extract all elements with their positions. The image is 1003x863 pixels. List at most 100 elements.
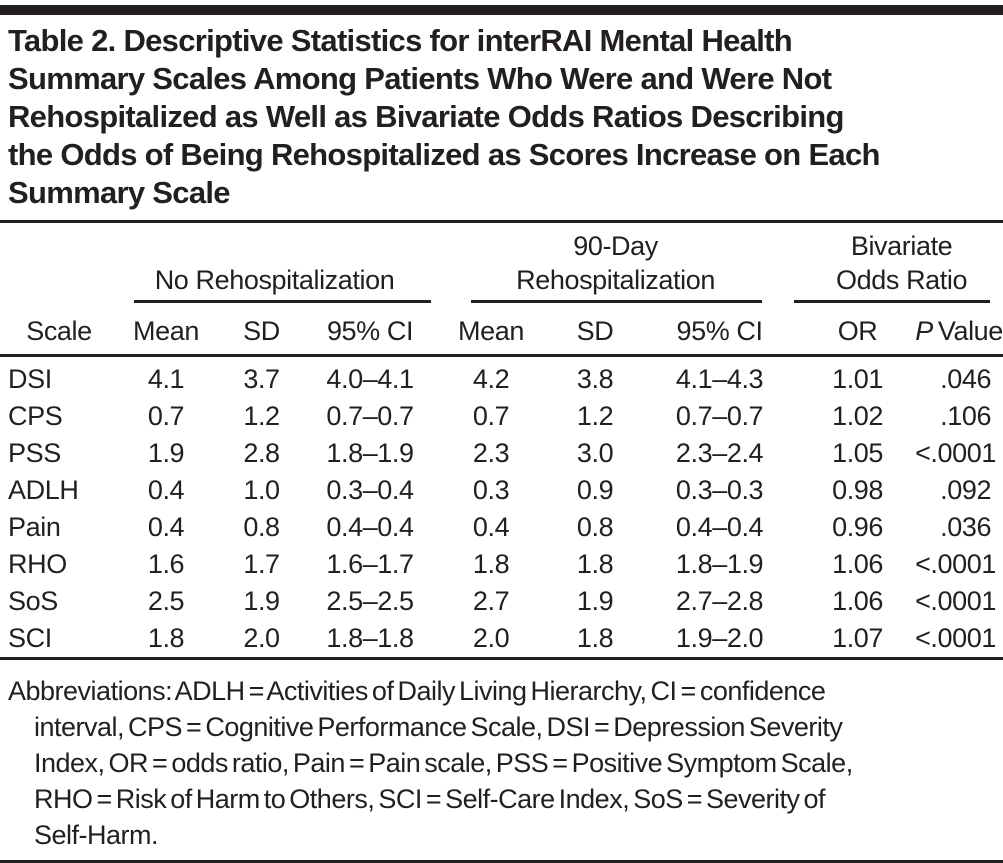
value-cell-rehosp_90day-mean: 2.0 — [472, 623, 510, 653]
scale-cell: CPS — [8, 401, 63, 431]
value-cell-no_rehosp-mean: 1.9 — [147, 438, 185, 468]
value-cell-rehosp_90day-ci: 0.4–0.4 — [675, 512, 764, 542]
value-cell-no_rehosp-sd: 1.7 — [243, 549, 280, 579]
value-cell-odds-p_value: <.0001 — [915, 586, 996, 616]
value-cell-odds-or: 1.07 — [832, 623, 884, 653]
value-cell-rehosp_90day-mean: 4.2 — [472, 364, 510, 394]
value-cell-rehosp_90day-ci: 2.7–2.8 — [675, 586, 764, 616]
column-header-scale: Scale — [0, 303, 118, 357]
value-cell-odds-or: 0.96 — [832, 512, 884, 542]
value-cell-rehosp_90day-mean: 0.7 — [472, 401, 510, 431]
column-header-or: OR — [800, 303, 916, 357]
value-cell-rehosp_90day-sd: 0.9 — [576, 475, 614, 505]
value-cell-no_rehosp-mean: 0.7 — [147, 401, 185, 431]
value-cell-no_rehosp-sd: 0.8 — [243, 512, 280, 542]
value-cell-no_rehosp-ci: 0.4–0.4 — [326, 512, 414, 542]
value-cell-no_rehosp-ci: 2.5–2.5 — [326, 586, 414, 616]
column-group-label: No Rehospitalization — [154, 265, 395, 295]
value-cell-rehosp_90day-sd: 3.0 — [576, 438, 614, 468]
table-row: SoS 2.5 1.9 2.5–2.5 2.7 1.9 2.7–2.8 1.06 <.0001 — [0, 583, 1003, 620]
stats-table: No Rehospitalization 90-Day Rehospitaliz… — [0, 223, 1003, 657]
table-row: Pain 0.4 0.8 0.4–0.4 0.4 0.8 0.4–0.4 0.96 .036 — [0, 509, 1003, 546]
footnote-line: Abbreviations: ADLH = Activities of Dail… — [8, 676, 826, 706]
table-row: DSI 4.1 3.7 4.0–4.1 4.2 3.8 4.1–4.3 1.01 .046 — [0, 356, 1003, 399]
scale-cell: ADLH — [8, 475, 79, 505]
scale-cell: RHO — [8, 549, 67, 579]
scale-cell: PSS — [8, 438, 61, 468]
column-header-row: Scale Mean SD 95% CI Mean SD 95% CI OR P… — [0, 303, 1003, 357]
value-cell-rehosp_90day-mean: 0.3 — [472, 475, 510, 505]
value-cell-no_rehosp-mean: 0.4 — [147, 475, 185, 505]
value-cell-rehosp_90day-sd: 1.8 — [576, 549, 614, 579]
value-cell-rehosp_90day-mean: 2.7 — [472, 586, 510, 616]
value-cell-odds-p_value: <.0001 — [915, 623, 996, 653]
value-cell-no_rehosp-mean: 1.6 — [147, 549, 185, 579]
value-cell-odds-p_value: .106 — [940, 401, 992, 431]
value-cell-odds-or: 1.02 — [832, 401, 884, 431]
footnote-line: Self-Harm. — [34, 820, 159, 850]
value-cell-odds-or: 1.06 — [832, 586, 884, 616]
table-body: DSI 4.1 3.7 4.0–4.1 4.2 3.8 4.1–4.3 1.01 .046 CPS… — [0, 356, 1003, 658]
value-cell-rehosp_90day-ci: 2.3–2.4 — [675, 438, 764, 468]
value-cell-no_rehosp-ci: 1.6–1.7 — [326, 549, 414, 579]
value-cell-rehosp_90day-mean: 2.3 — [472, 438, 510, 468]
title-bottom-rule — [0, 220, 1003, 223]
value-cell-odds-or: 1.05 — [832, 438, 884, 468]
value-cell-rehosp_90day-ci: 1.9–2.0 — [675, 623, 764, 653]
p-italic: P — [915, 316, 933, 346]
value-cell-no_rehosp-sd: 2.8 — [243, 438, 280, 468]
value-cell-no_rehosp-sd: 2.0 — [243, 623, 280, 653]
value-cell-odds-or: 0.98 — [832, 475, 884, 505]
value-cell-rehosp_90day-mean: 0.4 — [472, 512, 510, 542]
table-row: CPS 0.7 1.2 0.7–0.7 0.7 1.2 0.7–0.7 1.02 .106 — [0, 398, 1003, 435]
scale-cell: Pain — [8, 512, 61, 542]
column-group-row: No Rehospitalization 90-Day Rehospitaliz… — [0, 223, 1003, 303]
value-cell-odds-p_value: .046 — [940, 364, 992, 394]
value-cell-odds-p_value: .036 — [940, 512, 992, 542]
column-group-underline — [794, 300, 991, 303]
footnote-line: interval, CPS = Cognitive Performance Sc… — [34, 712, 843, 742]
table-row: RHO 1.6 1.7 1.6–1.7 1.8 1.8 1.8–1.9 1.06 <.0001 — [0, 546, 1003, 583]
value-cell-no_rehosp-ci: 1.8–1.9 — [326, 438, 414, 468]
value-cell-no_rehosp-mean: 0.4 — [147, 512, 185, 542]
value-cell-odds-p_value: .092 — [940, 475, 992, 505]
value-cell-no_rehosp-mean: 4.1 — [147, 364, 185, 394]
scale-cell: SoS — [8, 586, 58, 616]
column-header-ci-2: 95% CI — [639, 303, 801, 357]
column-header-sd-2: SD — [551, 303, 640, 357]
value-cell-no_rehosp-sd: 1.2 — [243, 401, 280, 431]
value-cell-rehosp_90day-sd: 1.9 — [576, 586, 614, 616]
column-header-mean-2: Mean — [431, 303, 552, 357]
value-cell-rehosp_90day-sd: 1.8 — [576, 623, 614, 653]
footnote-line: RHO = Risk of Harm to Others, SCI = Self… — [34, 784, 826, 814]
table-row: SCI 1.8 2.0 1.8–1.8 2.0 1.8 1.9–2.0 1.07 <.0001 — [0, 620, 1003, 657]
column-header-ci-1: 95% CI — [309, 303, 432, 357]
column-group-label: 90-Day Rehospitalization — [516, 231, 715, 295]
table-title: Table 2. Descriptive Statistics for inte… — [8, 23, 880, 210]
value-cell-no_rehosp-mean: 2.5 — [147, 586, 185, 616]
column-header-sd-1: SD — [214, 303, 309, 357]
column-header-mean-1: Mean — [118, 303, 214, 357]
column-group-label: Bivariate Odds Ratio — [836, 231, 968, 295]
table-row: PSS 1.9 2.8 1.8–1.9 2.3 3.0 2.3–2.4 1.05 <.0001 — [0, 435, 1003, 472]
table-top-rule — [0, 5, 1003, 15]
value-cell-no_rehosp-mean: 1.8 — [147, 623, 185, 653]
value-cell-rehosp_90day-ci: 0.3–0.3 — [675, 475, 764, 505]
scale-cell: SCI — [8, 623, 52, 653]
value-cell-rehosp_90day-ci: 0.7–0.7 — [675, 401, 764, 431]
value-cell-no_rehosp-ci: 0.3–0.4 — [326, 475, 414, 505]
column-group-underline — [134, 300, 432, 303]
column-group-spacer — [0, 223, 118, 303]
value-cell-odds-or: 1.06 — [832, 549, 884, 579]
value-cell-odds-or: 1.01 — [832, 364, 884, 394]
footnote: Abbreviations: ADLH = Activities of Dail… — [8, 673, 995, 853]
value-cell-no_rehosp-ci: 0.7–0.7 — [326, 401, 414, 431]
table-row: ADLH 0.4 1.0 0.3–0.4 0.3 0.9 0.3–0.3 0.98 .092 — [0, 472, 1003, 509]
value-cell-no_rehosp-sd: 3.7 — [243, 364, 280, 394]
value-cell-no_rehosp-ci: 4.0–4.1 — [326, 364, 414, 394]
value-cell-odds-p_value: <.0001 — [915, 549, 996, 579]
table-bottom-rule — [0, 657, 1003, 660]
value-cell-rehosp_90day-ci: 1.8–1.9 — [675, 549, 764, 579]
column-group-bivariate-odds-ratio: Bivariate Odds Ratio — [794, 223, 1003, 303]
